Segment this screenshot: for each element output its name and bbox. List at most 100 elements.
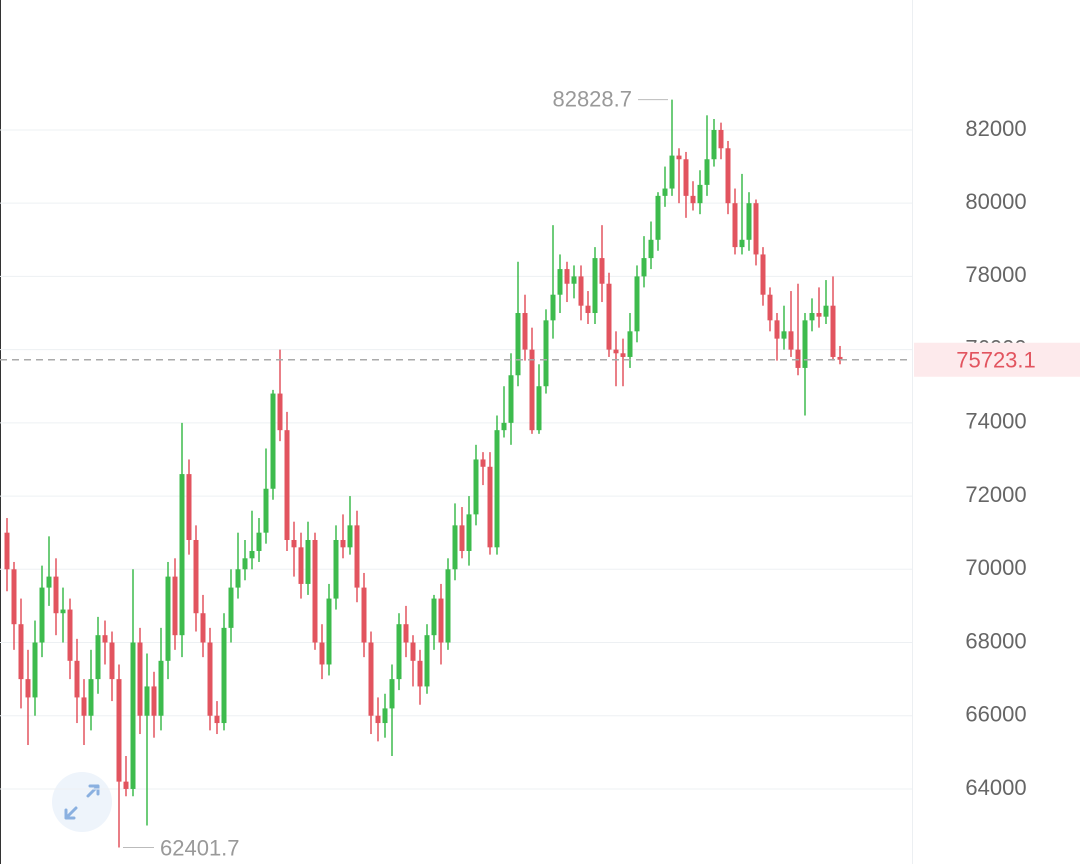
candle-body [165,576,171,661]
candle-body [739,239,745,248]
candle-body [753,203,759,255]
y-tick-label: 82000 [965,116,1026,141]
candle-body [662,188,668,196]
candle-body [508,375,514,423]
candle-body [312,540,318,643]
candle-body [697,184,703,204]
candle-body [746,203,752,240]
candle-body [536,386,542,431]
candle-body [795,349,801,368]
candle-body [683,159,689,196]
candle-body [599,258,605,284]
candle-body [25,679,31,698]
y-tick-label: 80000 [965,189,1026,214]
candle-body [732,203,738,248]
candle-body [284,430,290,540]
candle-body [627,331,633,357]
candle-body [837,356,843,360]
candle-body [571,276,577,284]
candle-body [515,313,521,376]
candle-body [529,349,535,431]
candle-body [193,540,199,614]
candle-body [333,540,339,599]
last-price-label: 75723.1 [956,348,1036,373]
last-price-tag [914,342,1080,377]
y-tick-label: 70000 [965,555,1026,580]
candle-body [270,393,276,489]
candle-body [361,587,367,643]
candle-body [494,430,500,548]
candle-body [557,269,563,295]
candle-body [438,598,444,643]
candle-body [634,276,640,332]
candle-body [480,459,486,467]
candle-body [263,488,269,533]
candle-body [11,569,17,625]
candle-body [809,313,815,321]
candle-body [704,159,710,185]
candle-body [564,269,570,284]
candle-body [830,305,836,357]
candle-body [347,525,353,548]
candle-body [788,331,794,350]
candle-body [445,569,451,643]
expand-button[interactable] [52,772,112,832]
candle-body [221,627,227,724]
candle-body [774,320,780,339]
candle-body [396,624,402,680]
candle-body [116,679,122,782]
candle-body [340,540,346,548]
candle-body [389,679,395,709]
y-tick-label: 72000 [965,482,1026,507]
candle-body [501,422,507,431]
candle-body [158,660,164,716]
candle-body [760,254,766,295]
candle-body [228,587,234,628]
candle-body [410,642,416,661]
expand-icon [64,784,100,820]
candle-body [585,305,591,314]
candle-body [277,393,283,431]
candle-body [613,349,619,354]
candle-body [592,258,598,314]
candle-body [550,294,556,321]
candle-body [676,155,682,160]
candle-body [242,558,248,570]
candle-body [172,576,178,636]
candle-body [452,525,458,570]
candle-body [578,276,584,306]
candle-body [466,514,472,551]
candle-body [18,624,24,680]
candle-body [725,148,731,204]
candle-body [375,715,381,724]
candle-body [417,660,423,687]
candle-body [291,540,297,548]
candle-body [81,697,87,716]
candle-body [32,642,38,698]
candle-body [522,313,528,350]
y-tick-label: 68000 [965,628,1026,653]
candle-body [46,576,52,588]
candle-body [655,195,661,240]
candle-body [4,532,10,570]
candle-body [648,239,654,259]
candle-body [39,587,45,643]
candle-body [144,686,150,716]
candle-body [620,353,626,357]
candle-body [102,635,108,643]
y-tick-label: 78000 [965,262,1026,287]
candle-body [669,155,675,189]
candle-body [606,283,612,350]
candle-body [718,129,724,149]
candle-body [382,708,388,724]
high-marker-label: 82828.7 [552,86,632,111]
candle-body [179,474,185,636]
candle-body [354,525,360,588]
candle-body [109,642,115,680]
candle-body [802,320,808,368]
candle-body [298,547,304,584]
y-tick-label: 74000 [965,409,1026,434]
candle-body [123,781,129,789]
candle-body [207,642,213,716]
